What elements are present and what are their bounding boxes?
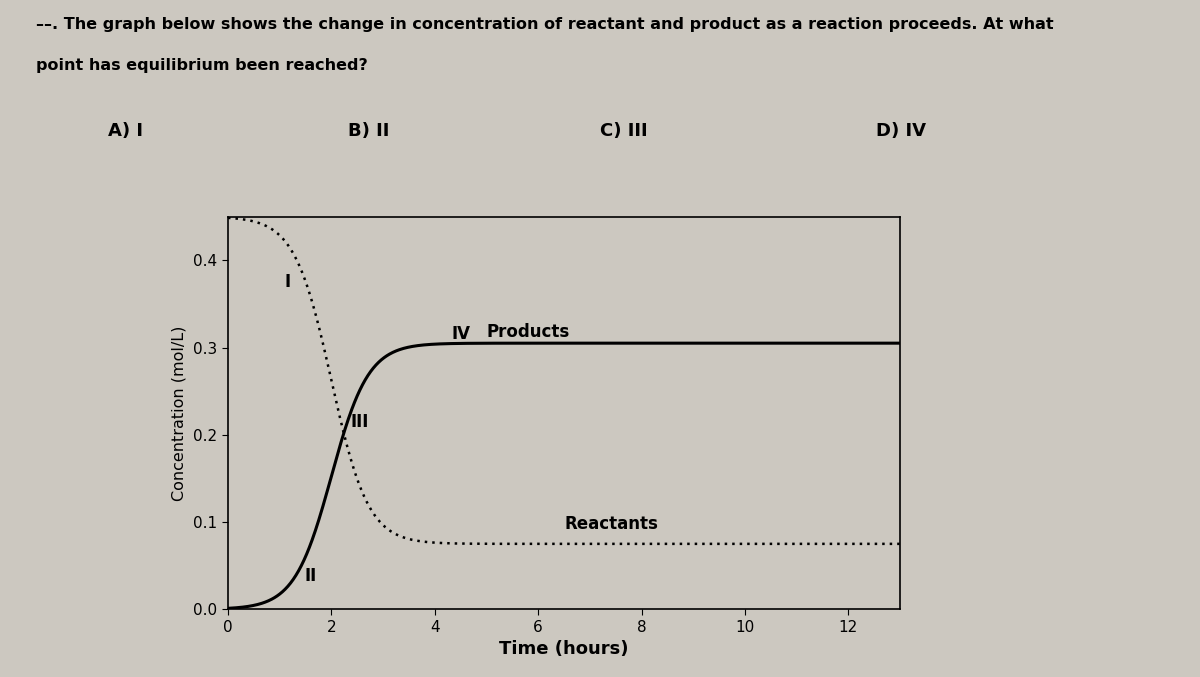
- Text: C) III: C) III: [600, 122, 648, 140]
- X-axis label: Time (hours): Time (hours): [499, 640, 629, 658]
- Text: IV: IV: [451, 326, 470, 343]
- Text: III: III: [350, 413, 370, 431]
- Text: point has equilibrium been reached?: point has equilibrium been reached?: [36, 58, 367, 72]
- Text: Products: Products: [486, 323, 570, 341]
- Text: II: II: [305, 567, 317, 585]
- Text: D) IV: D) IV: [876, 122, 926, 140]
- Y-axis label: Concentration (mol/L): Concentration (mol/L): [172, 325, 186, 501]
- Text: I: I: [284, 273, 290, 291]
- Text: ––. The graph below shows the change in concentration of reactant and product as: ––. The graph below shows the change in …: [36, 17, 1054, 32]
- Text: A) I: A) I: [108, 122, 143, 140]
- Text: Reactants: Reactants: [564, 515, 658, 533]
- Text: B) II: B) II: [348, 122, 389, 140]
